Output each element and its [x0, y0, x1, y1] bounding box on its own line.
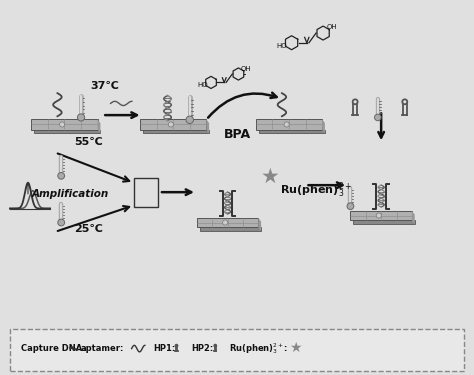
Circle shape: [223, 220, 228, 225]
Circle shape: [284, 122, 289, 127]
Text: 25℃: 25℃: [74, 224, 103, 234]
Circle shape: [376, 213, 382, 218]
Circle shape: [347, 203, 354, 210]
Polygon shape: [412, 211, 415, 224]
Circle shape: [60, 122, 65, 127]
Text: ★: ★: [261, 167, 280, 187]
Circle shape: [374, 114, 381, 121]
Text: HO: HO: [276, 43, 287, 49]
Text: BPA: BPA: [223, 129, 251, 141]
Text: OH: OH: [327, 24, 337, 30]
Text: 37℃: 37℃: [91, 81, 119, 92]
Text: HP2:: HP2:: [191, 344, 214, 353]
Bar: [200, 227, 261, 231]
Text: 55℃: 55℃: [74, 138, 103, 147]
Bar: [259, 130, 325, 134]
Bar: [10, 328, 464, 370]
Bar: [31, 119, 98, 130]
Text: ★: ★: [289, 340, 302, 355]
Text: Ru(phen)$_3^{2+}$:: Ru(phen)$_3^{2+}$:: [229, 341, 289, 356]
Bar: [143, 130, 209, 134]
Circle shape: [186, 116, 193, 123]
Polygon shape: [322, 119, 325, 134]
Bar: [197, 218, 258, 227]
Polygon shape: [98, 119, 100, 134]
Bar: [134, 178, 157, 207]
Circle shape: [58, 172, 64, 179]
Polygon shape: [258, 218, 261, 231]
Bar: [256, 119, 322, 130]
Text: Ru(phen)$_3^{2+}$: Ru(phen)$_3^{2+}$: [280, 180, 352, 200]
Polygon shape: [206, 119, 209, 134]
Text: OH: OH: [241, 66, 251, 72]
Bar: [34, 130, 100, 134]
Circle shape: [168, 122, 173, 127]
Circle shape: [58, 219, 64, 226]
Text: Amplification: Amplification: [31, 189, 109, 199]
Bar: [350, 211, 412, 220]
Text: HO: HO: [197, 82, 208, 88]
Bar: [353, 220, 415, 224]
Text: Capture DNA:: Capture DNA:: [20, 344, 85, 353]
Circle shape: [77, 114, 85, 121]
Bar: [140, 119, 206, 130]
Text: HP1:: HP1:: [153, 344, 175, 353]
Text: aptamer:: aptamer:: [81, 344, 124, 353]
